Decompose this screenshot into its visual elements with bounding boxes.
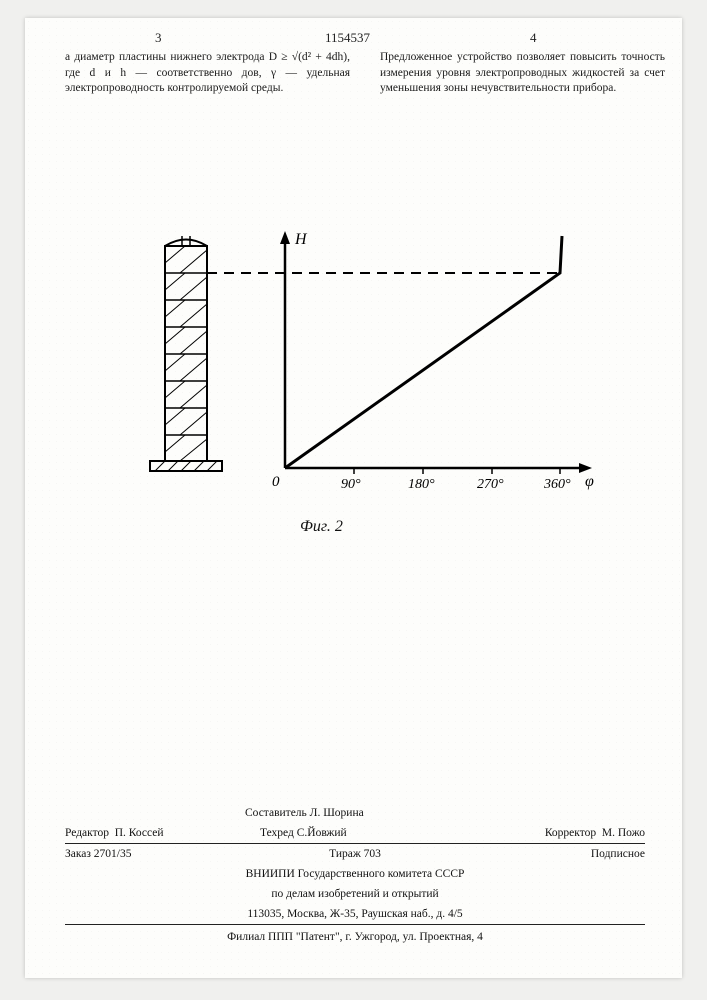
tirazh: Тираж 703 xyxy=(260,848,450,860)
page-number-left: 3 xyxy=(155,30,162,46)
curve xyxy=(285,236,562,468)
page-number-right: 4 xyxy=(530,30,537,46)
order-number: Заказ 2701/35 xyxy=(65,848,255,860)
page: 3 1154537 4 а диаметр пластины нижнего э… xyxy=(25,18,682,978)
device-column xyxy=(150,236,222,471)
techred-name: С.Йовжий xyxy=(297,827,347,839)
compiler-name: Л. Шорина xyxy=(310,807,364,819)
figure-2: H 0 90° 180° 270° 360° φ xyxy=(120,228,600,508)
xtick-180: 180° xyxy=(408,477,435,492)
corrector-label: Корректор xyxy=(545,827,596,839)
address: 113035, Москва, Ж-35, Раушская наб., д. … xyxy=(65,904,645,924)
editor-name: П. Коссей xyxy=(115,827,164,839)
compiler-label: Составитель xyxy=(245,807,307,819)
figure-caption: Фиг. 2 xyxy=(300,518,343,536)
xtick-360: 360° xyxy=(543,477,571,492)
x-axis-label: φ xyxy=(585,473,594,490)
org-line-1: ВНИИПИ Государственного комитета СССР xyxy=(65,864,645,884)
corrector-name: М. Пожо xyxy=(602,827,645,839)
column-left: а диаметр пластины нижнего электрода D ≥… xyxy=(65,50,350,97)
y-axis-label: H xyxy=(294,231,308,248)
techred-label: Техред xyxy=(260,827,294,839)
xtick-270: 270° xyxy=(477,477,504,492)
origin-label: 0 xyxy=(272,474,280,490)
document-number: 1154537 xyxy=(325,30,370,46)
podpisnoe: Подписное xyxy=(455,848,645,860)
editor-label: Редактор xyxy=(65,827,109,839)
figure-svg: H 0 90° 180° 270° 360° φ xyxy=(120,228,600,508)
footer: Составитель Л. Шорина Редактор П. Коссей… xyxy=(65,803,645,947)
org-line-2: по делам изобретений и открытий xyxy=(65,884,645,904)
column-right: Предложенное устройство позволяет повыси… xyxy=(380,50,665,97)
xtick-90: 90° xyxy=(341,477,361,492)
filial: Филиал ППП "Патент", г. Ужгород, ул. Про… xyxy=(65,925,645,947)
